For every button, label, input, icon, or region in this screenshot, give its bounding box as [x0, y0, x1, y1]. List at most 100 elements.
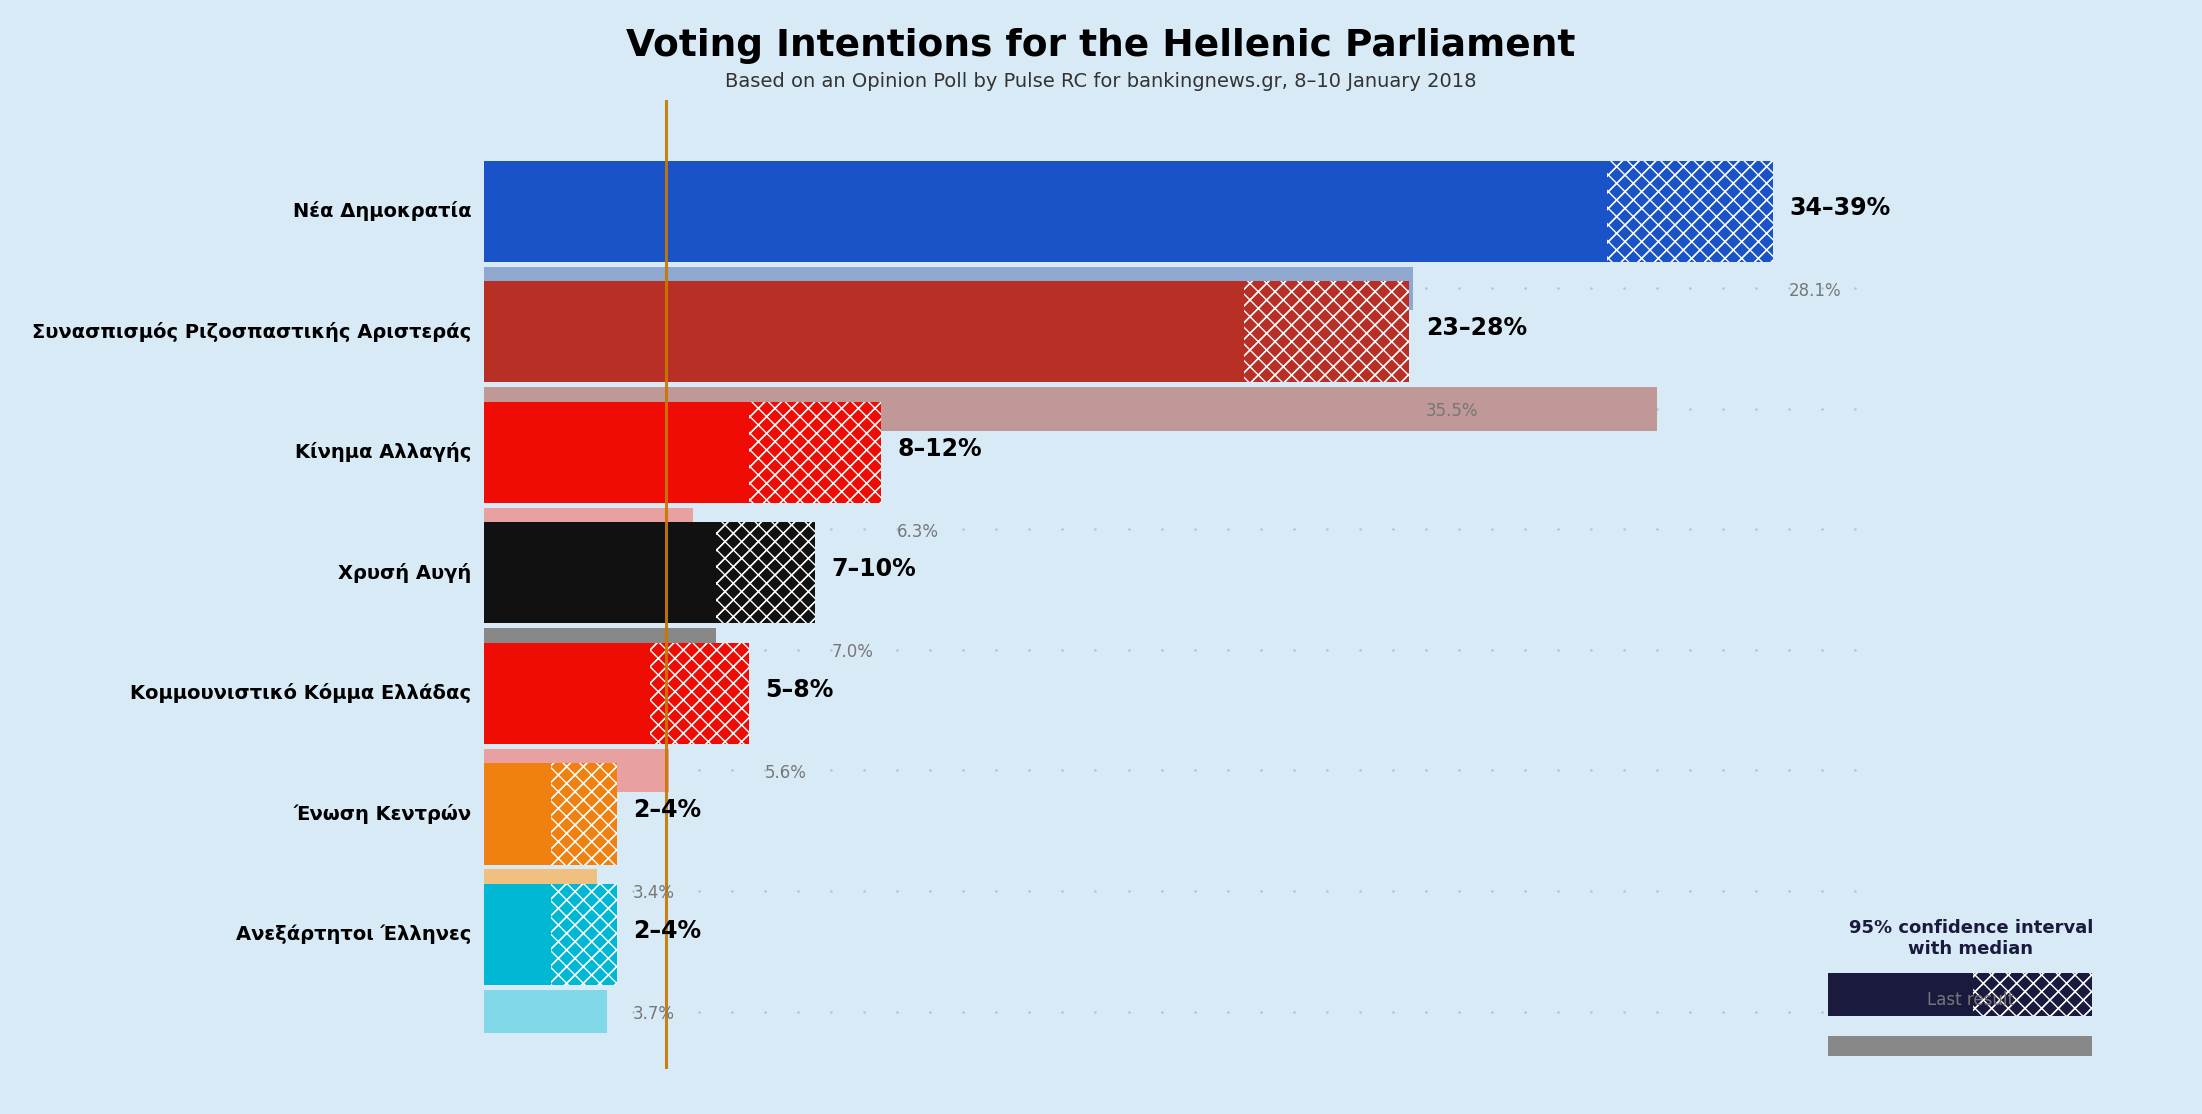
Point — [550, 882, 586, 900]
Bar — [484, 388, 1658, 430]
Point — [1475, 882, 1511, 900]
Bar — [650, 643, 749, 744]
Point — [1638, 280, 1676, 297]
Point — [746, 280, 784, 297]
Point — [1836, 641, 1872, 658]
Point — [1011, 400, 1048, 418]
Point — [1343, 520, 1378, 538]
Bar — [484, 281, 1244, 382]
Point — [1211, 280, 1246, 297]
Point — [1112, 280, 1147, 297]
Point — [1541, 882, 1577, 900]
Point — [1275, 280, 1310, 297]
Point — [1176, 882, 1211, 900]
Point — [515, 762, 550, 780]
Point — [713, 520, 749, 538]
Bar — [716, 522, 815, 624]
Point — [978, 762, 1013, 780]
Point — [1836, 280, 1872, 297]
Point — [647, 520, 683, 538]
Point — [978, 280, 1013, 297]
Point — [683, 400, 718, 418]
Text: 95% confidence interval
with median: 95% confidence interval with median — [1850, 919, 2092, 958]
Point — [1770, 641, 1806, 658]
Point — [780, 762, 815, 780]
Point — [1506, 280, 1541, 297]
Point — [1343, 641, 1378, 658]
Bar — [484, 643, 650, 744]
Point — [1079, 280, 1114, 297]
Bar — [550, 763, 617, 864]
Point — [1211, 882, 1246, 900]
Point — [1242, 520, 1277, 538]
Text: Κίνημα Αλλαγής: Κίνημα Αλλαγής — [295, 442, 471, 462]
Point — [617, 882, 652, 900]
Point — [1836, 1003, 1872, 1020]
Point — [1740, 400, 1775, 418]
Point — [1374, 280, 1411, 297]
Point — [1674, 520, 1709, 538]
Point — [1275, 520, 1310, 538]
Point — [1740, 882, 1775, 900]
Bar — [484, 883, 550, 985]
Text: Κομμουνιστικό Κόμμα Ελλάδας: Κομμουνιστικό Κόμμα Ελλάδας — [130, 683, 471, 703]
Point — [482, 1003, 520, 1020]
Point — [780, 280, 815, 297]
Point — [881, 400, 916, 418]
Text: 6.3%: 6.3% — [898, 522, 940, 540]
Point — [1308, 400, 1343, 418]
Point — [1343, 1003, 1378, 1020]
Point — [1770, 762, 1806, 780]
Point — [617, 762, 652, 780]
Point — [1211, 762, 1246, 780]
Point — [617, 1003, 652, 1020]
Point — [947, 762, 982, 780]
Bar — [749, 402, 881, 502]
Point — [1374, 520, 1411, 538]
Point — [780, 520, 815, 538]
Point — [1704, 641, 1740, 658]
Point — [978, 520, 1013, 538]
Bar — [484, 628, 716, 672]
Point — [1343, 762, 1378, 780]
Text: 28.1%: 28.1% — [1788, 282, 1841, 300]
Bar — [1828, 1036, 2092, 1056]
Point — [515, 280, 550, 297]
Point — [1011, 1003, 1048, 1020]
Point — [1506, 762, 1541, 780]
Point — [683, 641, 718, 658]
Point — [1806, 520, 1841, 538]
Point — [746, 400, 784, 418]
Point — [1011, 280, 1048, 297]
Point — [947, 1003, 982, 1020]
Bar — [550, 883, 617, 985]
Point — [815, 882, 850, 900]
Point — [1242, 400, 1277, 418]
Point — [515, 520, 550, 538]
Point — [1176, 641, 1211, 658]
Point — [846, 520, 881, 538]
Bar — [1244, 281, 1409, 382]
Point — [1079, 762, 1114, 780]
Point — [1541, 762, 1577, 780]
Point — [815, 641, 850, 658]
Point — [846, 882, 881, 900]
Point — [1475, 641, 1511, 658]
Point — [647, 400, 683, 418]
Point — [617, 641, 652, 658]
Point — [617, 280, 652, 297]
Point — [647, 1003, 683, 1020]
Point — [881, 280, 916, 297]
Text: 3.7%: 3.7% — [634, 1005, 676, 1023]
Bar — [1973, 973, 2092, 1016]
Point — [1674, 280, 1709, 297]
Point — [881, 641, 916, 658]
Point — [1242, 762, 1277, 780]
Point — [1079, 400, 1114, 418]
Bar — [484, 160, 1607, 262]
Point — [1572, 641, 1607, 658]
Point — [1704, 520, 1740, 538]
Bar — [484, 990, 608, 1034]
Bar — [484, 508, 691, 551]
Point — [1409, 762, 1445, 780]
